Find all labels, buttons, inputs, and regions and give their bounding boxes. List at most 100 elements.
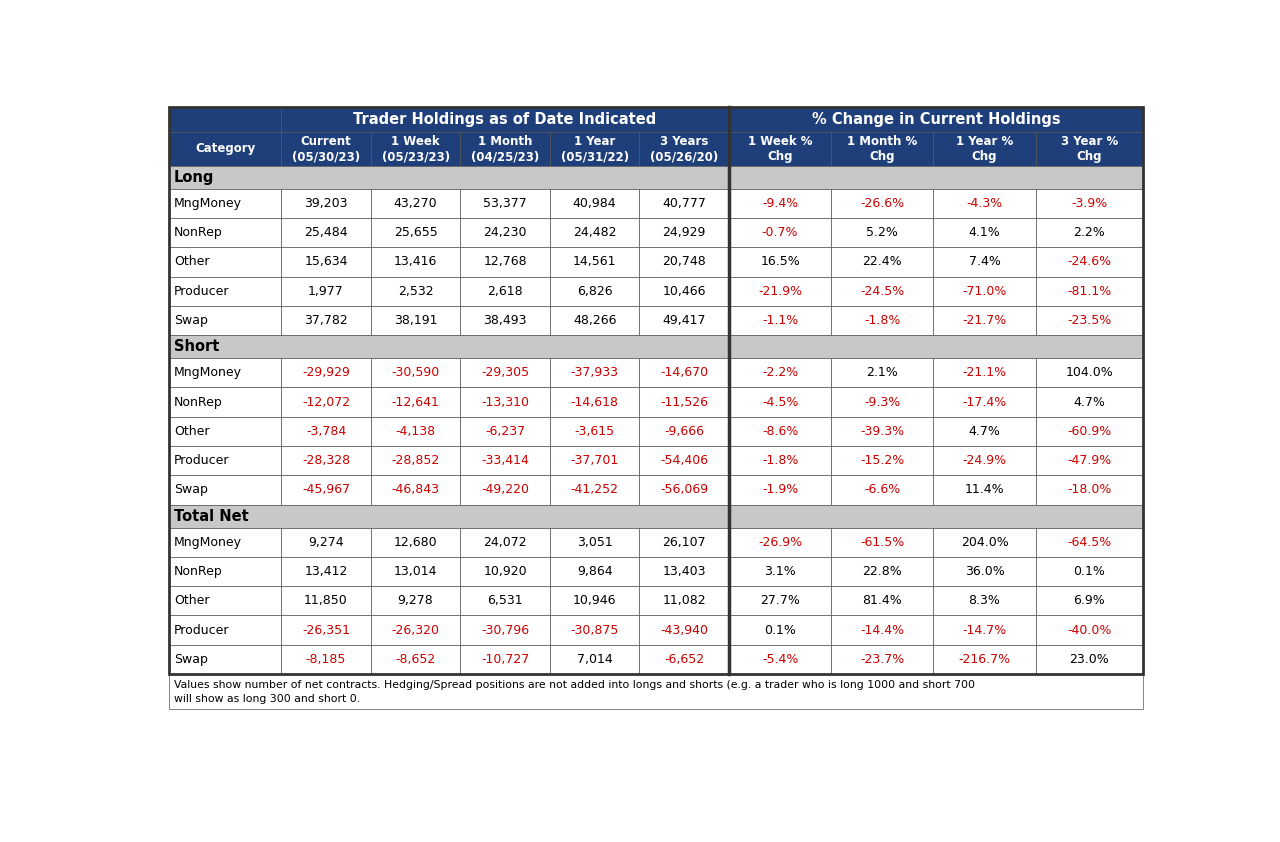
Bar	[461, 218, 550, 248]
Text: 11,082: 11,082	[663, 594, 707, 607]
Bar	[933, 218, 1036, 248]
Text: 12,680: 12,680	[394, 536, 438, 549]
Text: Other: Other	[174, 594, 210, 607]
Text: Short: Short	[174, 339, 219, 354]
Text: -3.9%: -3.9%	[1071, 197, 1107, 210]
Text: -26.6%: -26.6%	[860, 197, 905, 210]
Text: -39.3%: -39.3%	[860, 425, 905, 438]
Bar	[550, 218, 640, 248]
Bar	[282, 387, 371, 417]
Bar	[461, 616, 550, 645]
Text: 13,416: 13,416	[394, 255, 438, 269]
Text: -3,615: -3,615	[575, 425, 614, 438]
Bar	[640, 277, 730, 306]
Text: 3 Years
(05/26/20): 3 Years (05/26/20)	[650, 135, 718, 163]
Text: Swap: Swap	[174, 314, 207, 327]
Bar	[640, 557, 730, 586]
Bar	[461, 475, 550, 504]
Text: Category: Category	[195, 142, 256, 155]
Bar	[169, 335, 1143, 358]
Text: 3,051: 3,051	[577, 536, 613, 549]
Bar	[730, 446, 831, 475]
Bar	[1036, 616, 1143, 645]
Bar	[933, 586, 1036, 616]
Text: 11,850: 11,850	[305, 594, 348, 607]
Bar	[1036, 387, 1143, 417]
Bar	[1036, 586, 1143, 616]
Text: -60.9%: -60.9%	[1068, 425, 1111, 438]
Text: -1.8%: -1.8%	[864, 314, 901, 327]
Bar	[461, 132, 550, 166]
Text: 6,826: 6,826	[577, 285, 613, 298]
Bar	[730, 132, 831, 166]
Text: 2.1%: 2.1%	[867, 366, 899, 380]
Bar	[550, 557, 640, 586]
Text: -17.4%: -17.4%	[963, 396, 1006, 408]
Text: -21.7%: -21.7%	[963, 314, 1006, 327]
Text: 37,782: 37,782	[305, 314, 348, 327]
Text: -15.2%: -15.2%	[860, 454, 905, 467]
Text: 22.8%: 22.8%	[863, 565, 902, 578]
Bar	[169, 417, 282, 446]
Bar	[550, 277, 640, 306]
Text: Producer: Producer	[174, 285, 229, 298]
Bar	[282, 306, 371, 335]
Text: -1.8%: -1.8%	[762, 454, 799, 467]
Bar	[282, 107, 730, 132]
Bar	[933, 277, 1036, 306]
Text: -30,796: -30,796	[481, 624, 529, 637]
Bar	[933, 446, 1036, 475]
Bar	[730, 528, 831, 557]
Text: NonRep: NonRep	[174, 226, 223, 239]
Bar	[640, 306, 730, 335]
Text: 11.4%: 11.4%	[965, 483, 1005, 497]
Bar	[1036, 557, 1143, 586]
Text: -81.1%: -81.1%	[1068, 285, 1111, 298]
Text: -216.7%: -216.7%	[959, 653, 1011, 666]
Bar	[371, 248, 461, 277]
Bar	[282, 586, 371, 616]
Text: -24.9%: -24.9%	[963, 454, 1006, 467]
Text: -26,320: -26,320	[392, 624, 439, 637]
Bar	[169, 674, 1143, 709]
Text: 4.7%: 4.7%	[1073, 396, 1105, 408]
Bar	[371, 189, 461, 218]
Bar	[169, 387, 282, 417]
Text: -14,618: -14,618	[571, 396, 618, 408]
Text: 26,107: 26,107	[663, 536, 707, 549]
Bar	[831, 358, 933, 387]
Text: 14,561: 14,561	[573, 255, 617, 269]
Bar	[730, 107, 1143, 132]
Bar	[550, 189, 640, 218]
Bar	[169, 557, 282, 586]
Text: 25,484: 25,484	[305, 226, 348, 239]
Bar	[1036, 306, 1143, 335]
Text: Values show number of net contracts. Hedging/Spread positions are not added into: Values show number of net contracts. Hed…	[174, 679, 975, 704]
Text: -37,933: -37,933	[571, 366, 618, 380]
Text: MngMoney: MngMoney	[174, 197, 242, 210]
Bar	[640, 218, 730, 248]
Bar	[550, 645, 640, 674]
Text: 25,655: 25,655	[394, 226, 438, 239]
Text: 23.0%: 23.0%	[1069, 653, 1108, 666]
Text: Current
(05/30/23): Current (05/30/23)	[292, 135, 360, 163]
Bar	[730, 358, 831, 387]
Bar	[550, 387, 640, 417]
Text: -2.2%: -2.2%	[762, 366, 799, 380]
Text: Producer: Producer	[174, 454, 229, 467]
Bar	[461, 306, 550, 335]
Bar	[461, 248, 550, 277]
Text: -24.5%: -24.5%	[860, 285, 905, 298]
Text: 10,920: 10,920	[484, 565, 527, 578]
Text: -3,784: -3,784	[306, 425, 346, 438]
Text: 8.3%: 8.3%	[969, 594, 1001, 607]
Bar	[461, 586, 550, 616]
Bar	[371, 218, 461, 248]
Bar	[371, 277, 461, 306]
Text: -45,967: -45,967	[302, 483, 349, 497]
Bar	[282, 557, 371, 586]
Text: -21.9%: -21.9%	[758, 285, 803, 298]
Bar	[831, 417, 933, 446]
Bar	[1036, 645, 1143, 674]
Text: -6,237: -6,237	[485, 425, 525, 438]
